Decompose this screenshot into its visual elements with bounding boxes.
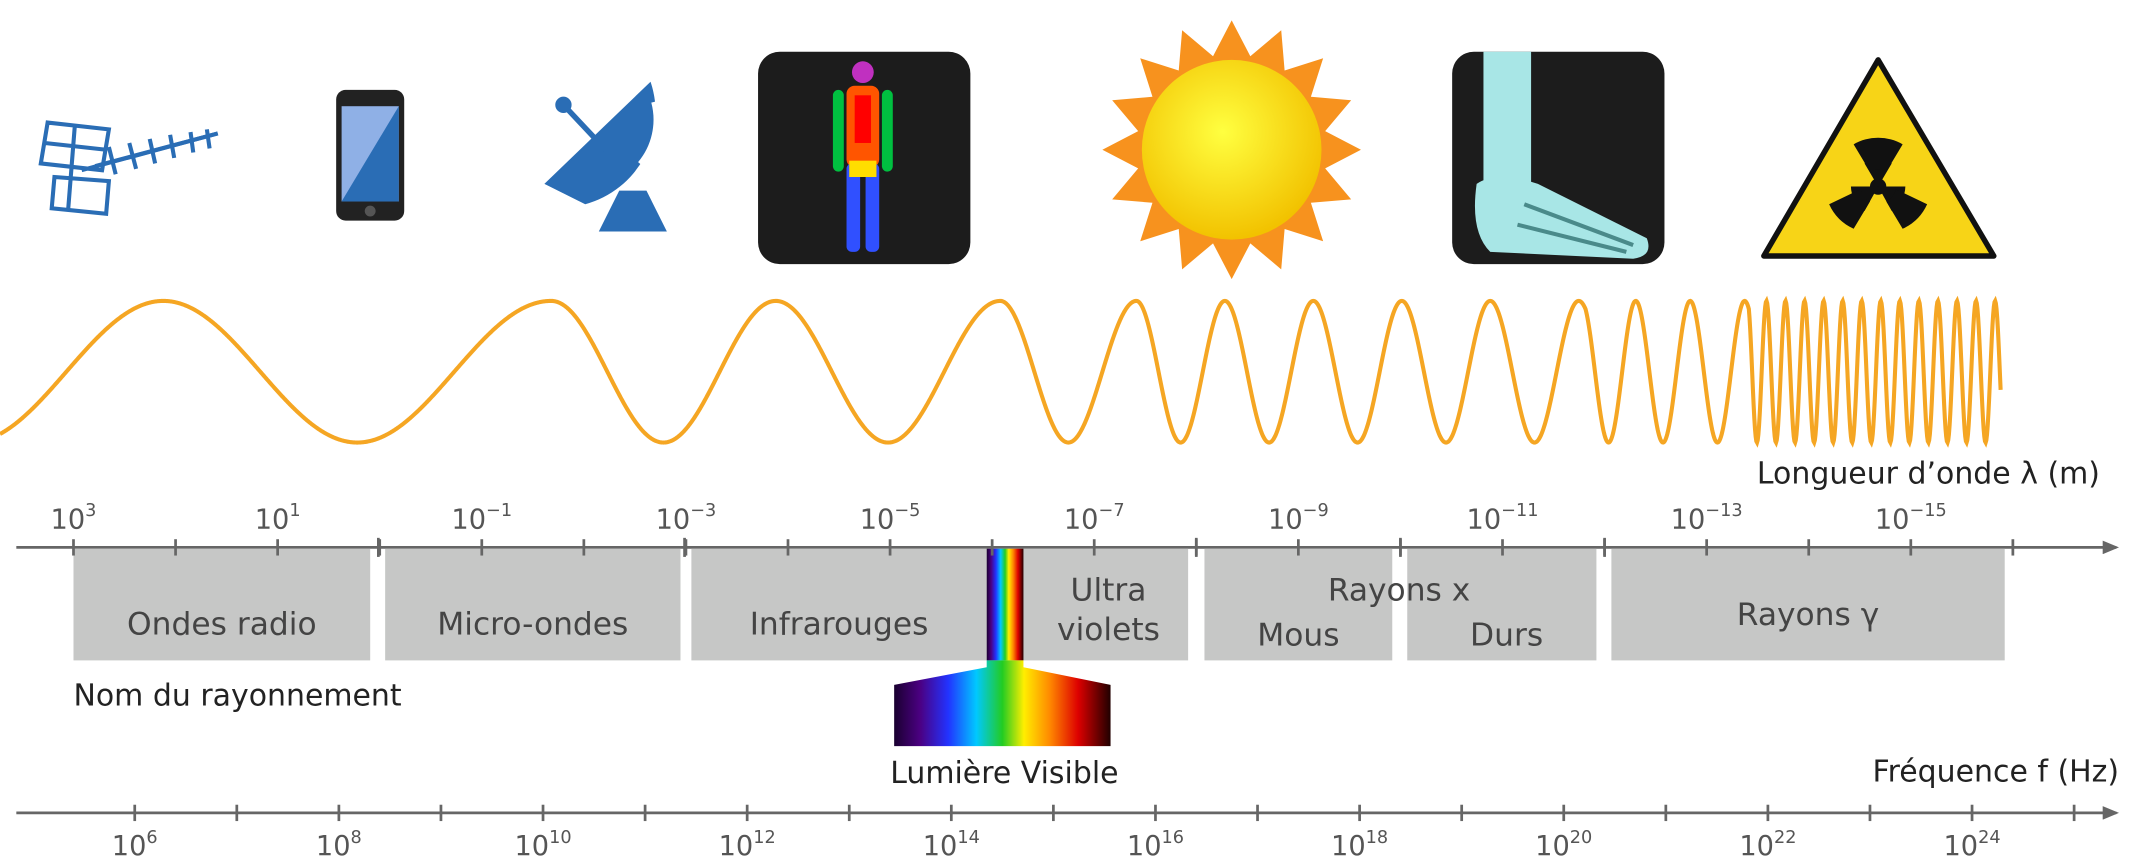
phone-icon xyxy=(336,89,405,221)
tick-base: 10 xyxy=(719,831,754,862)
tick-base: 10 xyxy=(1064,504,1099,535)
visible-label: Lumière Visible xyxy=(890,756,1118,791)
tick-exp: 22 xyxy=(1774,828,1797,848)
tick-base: 10 xyxy=(255,504,290,535)
band xyxy=(1204,548,1393,661)
tick-label: 1020 xyxy=(1535,828,1592,862)
wavelength-label: Longueur d’onde λ (m) xyxy=(1757,456,2100,491)
antenna-icon xyxy=(38,120,219,217)
tick-base: 10 xyxy=(860,504,895,535)
band-label: violets xyxy=(1057,612,1160,648)
tick-label: 103 xyxy=(51,501,97,535)
tick-exp: 18 xyxy=(1366,828,1389,848)
tick-exp: 12 xyxy=(753,828,776,848)
wave xyxy=(0,295,2003,448)
tick-base: 10 xyxy=(1535,831,1570,862)
band-label: Infrarouges xyxy=(750,607,929,643)
band-sublabel: Mous xyxy=(1257,617,1339,653)
band xyxy=(691,548,987,661)
tick-exp: −11 xyxy=(1501,501,1538,521)
tick-base: 10 xyxy=(1875,504,1910,535)
tick-exp: 10 xyxy=(549,828,572,848)
tick-label: 10−5 xyxy=(860,501,921,535)
tick-exp: −9 xyxy=(1303,501,1329,521)
tick-exp: 6 xyxy=(146,828,157,848)
tick-exp: −1 xyxy=(486,501,512,521)
sun-disc xyxy=(1141,59,1322,240)
radiation-icon xyxy=(1761,57,1997,259)
tick-base: 10 xyxy=(1671,504,1706,535)
tick-exp: 14 xyxy=(957,828,980,848)
xray-icon xyxy=(1452,51,1665,265)
tick-base: 10 xyxy=(316,831,351,862)
tick-base: 10 xyxy=(1331,831,1366,862)
tick-base: 10 xyxy=(514,831,549,862)
band-caption: Nom du rayonnement xyxy=(73,678,401,713)
band xyxy=(385,548,681,661)
band-label: Micro-ondes xyxy=(437,607,628,643)
sun-icon xyxy=(1102,20,1361,280)
tick-label: 10−15 xyxy=(1875,501,1947,535)
tick-label: 101 xyxy=(255,501,301,535)
tick-base: 10 xyxy=(112,831,147,862)
tick-exp: 16 xyxy=(1162,828,1185,848)
tick-exp: 1 xyxy=(289,501,300,521)
thermal-icon xyxy=(758,51,971,265)
dish-icon xyxy=(544,81,667,232)
band-label: Ondes radio xyxy=(127,607,317,643)
tick-base: 10 xyxy=(1127,831,1162,862)
tick-base: 10 xyxy=(1739,831,1774,862)
tick-exp: −13 xyxy=(1705,501,1742,521)
tick-label: 10−1 xyxy=(451,501,512,535)
tick-exp: −3 xyxy=(690,501,716,521)
visible-strip xyxy=(986,548,1024,661)
tick-exp: 24 xyxy=(1978,828,2001,848)
tick-exp: −15 xyxy=(1909,501,1946,521)
tick-base: 10 xyxy=(51,504,86,535)
tick-exp: −7 xyxy=(1098,501,1124,521)
tick-label: 10−13 xyxy=(1671,501,1743,535)
tick-base: 10 xyxy=(1268,504,1303,535)
band-label: Rayons x xyxy=(1328,572,1470,608)
tick-exp: −5 xyxy=(894,501,920,521)
tick-label: 1022 xyxy=(1739,828,1796,862)
frequency-label: Fréquence f (Hz) xyxy=(1873,755,2119,790)
tick-label: 1018 xyxy=(1331,828,1388,862)
tick-base: 10 xyxy=(1467,504,1502,535)
tick-label: 1016 xyxy=(1127,828,1184,862)
tick-label: 1010 xyxy=(514,828,571,862)
tick-label: 108 xyxy=(316,828,362,862)
band xyxy=(73,548,371,661)
tick-base: 10 xyxy=(656,504,691,535)
band-label: Rayons γ xyxy=(1737,597,1879,633)
tick-label: 1014 xyxy=(923,828,980,862)
tick-base: 10 xyxy=(923,831,958,862)
tick-label: 10−11 xyxy=(1467,501,1539,535)
band xyxy=(1407,548,1597,661)
band xyxy=(1611,548,2005,661)
tick-label: 10−3 xyxy=(656,501,717,535)
tick-label: 1012 xyxy=(719,828,776,862)
tick-exp: 8 xyxy=(351,828,362,848)
tick-label: 1024 xyxy=(1943,828,2000,862)
tick-label: 10−9 xyxy=(1268,501,1329,535)
tick-exp: 20 xyxy=(1570,828,1593,848)
tick-label: 106 xyxy=(112,828,158,862)
tick-base: 10 xyxy=(451,504,486,535)
band-sublabel: Durs xyxy=(1470,617,1543,653)
band-label: Ultra xyxy=(1071,572,1147,608)
band xyxy=(1023,548,1189,661)
visible-spectrum xyxy=(894,660,1111,747)
tick-exp: 3 xyxy=(85,501,96,521)
tick-base: 10 xyxy=(1943,831,1978,862)
tick-label: 10−7 xyxy=(1064,501,1125,535)
